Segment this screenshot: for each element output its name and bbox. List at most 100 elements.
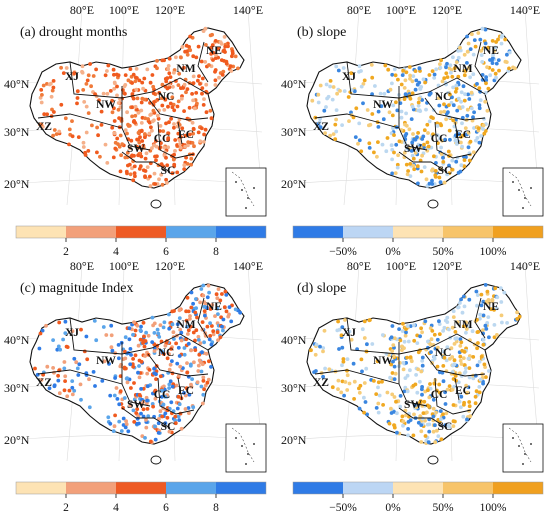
- colorbar-tick-label: 0%: [385, 246, 401, 258]
- station-dot: [323, 131, 327, 135]
- station-dot: [490, 61, 495, 65]
- station-dot: [148, 184, 153, 188]
- station-dot: [431, 132, 435, 137]
- station-dot: [394, 142, 399, 147]
- station-dot: [457, 132, 462, 137]
- station-dot: [418, 414, 423, 419]
- station-dot: [165, 356, 170, 361]
- station-dot: [139, 121, 144, 125]
- station-dot: [156, 331, 161, 336]
- station-dot: [483, 91, 488, 95]
- region-boundary: [434, 377, 472, 415]
- station-dot: [208, 307, 213, 311]
- region-label: NC: [435, 347, 452, 359]
- station-dot: [133, 113, 138, 118]
- station-dot: [392, 133, 396, 137]
- station-dot: [377, 393, 382, 398]
- station-dot: [72, 71, 77, 76]
- longitude-label: 120°E: [432, 3, 462, 17]
- station-dot: [185, 370, 190, 375]
- station-dot: [473, 394, 478, 399]
- station-dot: [461, 356, 466, 360]
- station-dot: [445, 61, 449, 66]
- latitude-label: 40°N: [4, 333, 30, 347]
- station-dot: [201, 375, 206, 380]
- station-dot: [131, 332, 135, 337]
- station-dot: [454, 138, 459, 143]
- station-dot: [404, 413, 408, 418]
- station-dot: [336, 68, 341, 73]
- station-dot: [444, 117, 448, 122]
- station-dot: [431, 418, 436, 423]
- hainan-island: [150, 455, 162, 465]
- station-dot: [100, 379, 105, 383]
- region-label: NM: [453, 319, 472, 331]
- station-dot: [448, 92, 452, 97]
- station-dot: [88, 62, 92, 66]
- station-dot: [184, 318, 189, 323]
- station-dot: [183, 133, 188, 138]
- station-dot: [381, 403, 385, 407]
- station-dot: [397, 327, 401, 331]
- station-dot: [127, 326, 132, 331]
- station-dot: [170, 322, 175, 327]
- station-dot: [456, 80, 460, 85]
- station-dot: [430, 167, 435, 172]
- station-dot: [433, 423, 437, 428]
- station-dot: [467, 375, 472, 380]
- colorbar-segment: [493, 226, 543, 238]
- colorbar-segment: [493, 482, 543, 494]
- station-dot: [81, 145, 86, 149]
- station-dot: [442, 109, 447, 114]
- station-dot: [361, 82, 366, 86]
- station-dot: [131, 178, 136, 183]
- station-dot: [139, 359, 144, 364]
- station-dot: [175, 361, 180, 366]
- station-dot: [419, 429, 424, 434]
- station-dot: [214, 56, 218, 60]
- station-dot: [75, 366, 80, 371]
- station-dot: [360, 369, 364, 374]
- station-dot: [439, 437, 444, 442]
- station-dot: [451, 403, 456, 407]
- station-dot: [430, 69, 435, 73]
- south-china-sea-inset: [502, 423, 544, 473]
- region-label: NE: [483, 45, 499, 57]
- station-dot: [129, 138, 134, 143]
- station-dot: [479, 303, 484, 308]
- station-dot: [168, 362, 173, 367]
- station-dot: [209, 116, 214, 121]
- station-dot: [79, 327, 83, 332]
- region-boundaries: [314, 41, 486, 173]
- station-dot: [38, 331, 43, 336]
- station-dot: [91, 74, 96, 78]
- station-dot: [91, 370, 96, 374]
- station-dot: [138, 328, 143, 333]
- inset-line: [231, 427, 255, 463]
- station-dot: [223, 289, 228, 294]
- station-dot: [405, 373, 410, 378]
- region-boundary: [398, 77, 486, 99]
- station-dot: [468, 139, 473, 144]
- station-dot: [62, 360, 67, 364]
- station-dot: [322, 108, 327, 113]
- station-dot: [188, 363, 193, 368]
- station-dot: [125, 150, 130, 155]
- station-dot: [408, 368, 412, 373]
- station-dot: [147, 131, 152, 136]
- station-dot: [107, 362, 111, 366]
- station-dot: [162, 352, 166, 356]
- station-dot: [452, 362, 457, 367]
- station-dot: [127, 123, 132, 128]
- station-dot: [416, 103, 421, 108]
- inset-island: [522, 463, 524, 465]
- station-dot: [167, 326, 172, 331]
- latitude-label: 30°N: [281, 125, 307, 139]
- region-label: SC: [161, 165, 176, 177]
- station-dot: [390, 113, 395, 118]
- station-dot: [380, 142, 385, 147]
- station-dot: [376, 410, 381, 415]
- station-dot: [181, 86, 186, 90]
- station-dot: [451, 55, 455, 60]
- station-dot: [174, 383, 179, 388]
